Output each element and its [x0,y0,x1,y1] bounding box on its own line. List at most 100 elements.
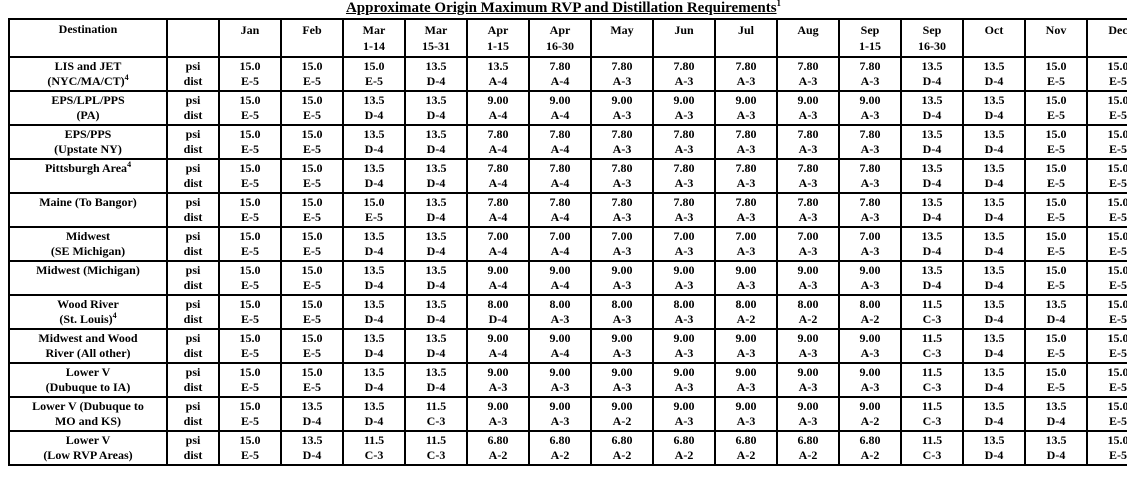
header-days: 16-30 [918,39,946,53]
header-month: Dec [1108,23,1127,37]
value-cell: 8.00 A-2 [714,294,778,330]
dist-value: A-4 [488,142,508,156]
unit-label-cell: psi dist [166,192,220,228]
dist-value: A-3 [674,346,694,360]
dist-value: E-5 [1109,312,1127,326]
value-cell: 9.00 A-4 [528,90,592,126]
header-period: Aug [776,18,840,58]
psi-label: psi [185,365,201,379]
dist-value: A-3 [798,210,818,224]
dist-value: D-4 [426,278,446,292]
header-period: Oct [962,18,1026,58]
value-cell: 9.00 A-3 [528,396,592,432]
dist-value: E-5 [1047,278,1065,292]
psi-value: 15.0 [1107,59,1127,73]
psi-value: 9.00 [735,399,757,413]
value-cell: 7.80 A-3 [776,192,840,228]
psi-value: 7.80 [859,59,881,73]
value-cell: 13.5 D-4 [404,158,468,194]
psi-value: 13.5 [487,59,509,73]
dist-value: E-5 [1109,108,1127,122]
header-month: Apr [549,23,571,37]
value-cell: 13.5 A-4 [466,56,530,92]
psi-value: 7.80 [673,195,695,209]
dist-value: A-2 [736,312,756,326]
value-cell: 9.00 A-3 [590,328,654,364]
psi-value: 15.0 [239,399,261,413]
value-cell: 11.5 C-3 [900,362,964,398]
psi-value: 15.0 [301,161,323,175]
value-cell: 6.80 A-2 [466,430,530,466]
dist-value: E-5 [1109,380,1127,394]
psi-value: 15.0 [1045,161,1067,175]
value-cell: 9.00 A-3 [652,396,716,432]
value-cell: 7.80 A-3 [652,158,716,194]
dist-value: E-5 [1047,346,1065,360]
dist-value: D-4 [364,244,384,258]
dist-value: D-4 [426,176,446,190]
dist-value: A-3 [860,380,880,394]
value-cell: 11.5 C-3 [404,430,468,466]
value-cell: 7.80 A-4 [466,124,530,160]
psi-value: 7.80 [673,161,695,175]
header-period: Apr 16-30 [528,18,592,58]
dist-value: A-3 [674,244,694,258]
dist-value: A-3 [674,176,694,190]
psi-value: 11.5 [425,433,447,447]
value-cell: 15.0 E-5 [342,192,406,228]
dist-value: A-3 [488,414,508,428]
psi-value: 13.5 [425,93,447,107]
header-month: Nov [1045,23,1067,37]
psi-value: 9.00 [549,399,571,413]
psi-value: 8.00 [859,297,881,311]
value-cell: 13.5 D-4 [404,90,468,126]
psi-value: 13.5 [983,161,1005,175]
psi-value: 15.0 [1107,365,1127,379]
dist-value: A-2 [736,448,756,462]
rvp-table: Destination Jan Feb Mar 1-14 Mar 15-31 Apr 1-15… [8,18,1127,466]
value-cell: 13.5 D-4 [342,158,406,194]
psi-value: 13.5 [1045,297,1067,311]
dist-value: A-3 [736,346,756,360]
value-cell: 9.00 A-4 [466,328,530,364]
unit-label-cell: psi dist [166,362,220,398]
dist-value: A-3 [612,312,632,326]
dist-label: dist [183,142,203,156]
dist-value: A-2 [674,448,694,462]
psi-value: 13.5 [983,195,1005,209]
dist-value: A-2 [860,448,880,462]
value-cell: 8.00 A-3 [528,294,592,330]
dist-value: E-5 [241,108,259,122]
dist-value: A-3 [612,74,632,88]
dist-value: A-3 [550,414,570,428]
value-cell: 13.5 D-4 [404,328,468,364]
value-cell: 15.0 E-5 [1086,362,1127,398]
dist-value: D-4 [364,176,384,190]
dist-value: E-5 [1047,210,1065,224]
value-cell: 7.80 A-3 [590,158,654,194]
dist-value: D-4 [922,142,942,156]
value-cell: 13.5 D-4 [900,158,964,194]
psi-value: 15.0 [301,195,323,209]
dist-value: D-4 [922,210,942,224]
psi-value: 9.00 [549,365,571,379]
psi-value: 9.00 [611,263,633,277]
value-cell: 15.0 E-5 [1086,56,1127,92]
value-cell: 9.00 A-3 [652,328,716,364]
psi-value: 15.0 [363,59,385,73]
header-days: 1-15 [487,39,509,53]
psi-value: 13.5 [983,263,1005,277]
value-cell: 9.00 A-3 [590,90,654,126]
dist-value: A-3 [550,380,570,394]
psi-value: 15.0 [239,297,261,311]
dist-value: A-3 [612,210,632,224]
destination-subname: (SE Michigan) [50,244,126,258]
psi-value: 9.00 [797,331,819,345]
header-period: Nov [1024,18,1088,58]
psi-value: 15.0 [1107,195,1127,209]
psi-value: 13.5 [921,93,943,107]
psi-value: 15.0 [239,365,261,379]
psi-value: 13.5 [921,263,943,277]
psi-value: 13.5 [983,59,1005,73]
psi-value: 7.00 [611,229,633,243]
